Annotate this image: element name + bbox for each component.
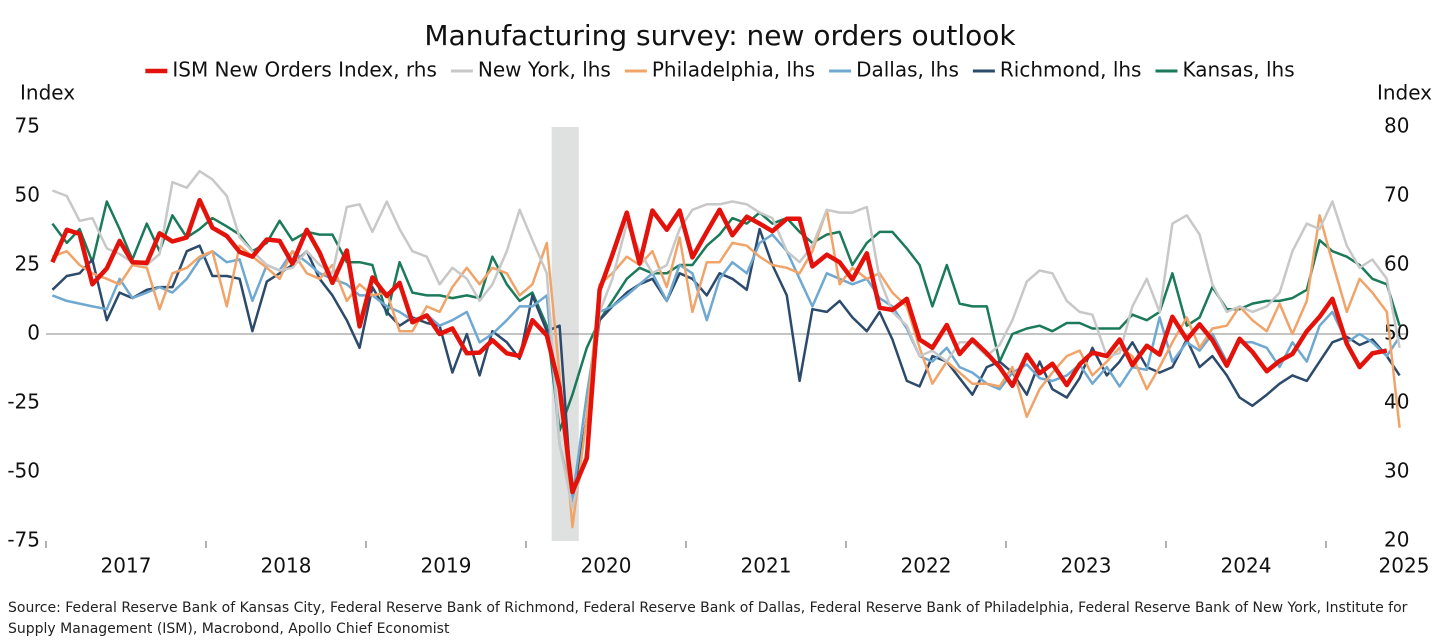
legend-label: Philadelphia, lhs <box>652 58 815 82</box>
legend-item: ISM New Orders Index, rhs <box>145 58 437 82</box>
y2-tick-label: 20 <box>1384 528 1409 552</box>
y-tick-label: -75 <box>7 528 40 552</box>
series-line <box>51 169 1401 510</box>
legend-item: New York, lhs <box>450 58 611 82</box>
source-note: Source: Federal Reserve Bank of Kansas C… <box>8 600 1408 637</box>
legend-label: Richmond, lhs <box>1000 58 1142 82</box>
series-line <box>50 197 1388 495</box>
series-line <box>51 227 1401 507</box>
x-tick-label: 2020 <box>581 554 632 578</box>
legend-item: Dallas, lhs <box>829 58 959 82</box>
x-tick-label: 2021 <box>741 554 792 578</box>
series-line <box>51 208 1401 529</box>
y2-tick-label: 30 <box>1384 459 1409 483</box>
legend-label: Dallas, lhs <box>856 58 959 82</box>
legend-item: Richmond, lhs <box>972 58 1142 82</box>
y-tick-label: -50 <box>7 459 40 483</box>
series-line <box>51 200 1401 432</box>
x-tick-label: 2022 <box>901 554 952 578</box>
x-tick-label: 2023 <box>1061 554 1112 578</box>
y2-tick-label: 80 <box>1384 114 1409 138</box>
chart-title: Manufacturing survey: new orders outlook <box>424 19 1016 52</box>
series-line <box>51 233 1401 501</box>
legend-label: ISM New Orders Index, rhs <box>172 58 437 82</box>
y-axis-label: Index <box>20 81 75 105</box>
x-tick-label: 2017 <box>101 554 152 578</box>
legend-label: New York, lhs <box>478 58 611 82</box>
x-tick-label: 2018 <box>261 554 312 578</box>
x-tick-label: 2025 <box>1379 554 1430 578</box>
y2-tick-label: 70 <box>1384 183 1409 207</box>
x-tick-label: 2024 <box>1221 554 1272 578</box>
chart: Manufacturing survey: new orders outlook… <box>7 19 1432 578</box>
y2-axis-label: Index <box>1377 81 1432 105</box>
y-tick-label: 75 <box>15 114 40 138</box>
y-tick-label: 25 <box>15 252 40 276</box>
legend: ISM New Orders Index, rhs New York, lhs Ph… <box>145 58 1295 82</box>
y-tick-label: -25 <box>7 390 40 414</box>
y-tick-label: 50 <box>15 183 40 207</box>
x-tick-label: 2019 <box>421 554 472 578</box>
y2-tick-label: 60 <box>1384 252 1409 276</box>
legend-item: Kansas, lhs <box>1155 58 1295 82</box>
y-tick-label: 0 <box>27 321 40 345</box>
legend-item: Philadelphia, lhs <box>624 58 815 82</box>
legend-label: Kansas, lhs <box>1182 58 1294 82</box>
